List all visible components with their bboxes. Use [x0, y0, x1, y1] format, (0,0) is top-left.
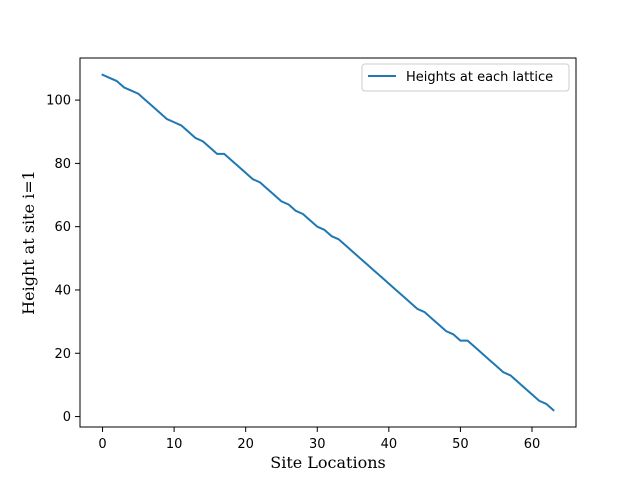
y-tick-label: 80	[54, 157, 71, 172]
x-axis-label: Site Locations	[270, 453, 386, 472]
y-tick-label: 40	[54, 283, 71, 298]
y-tick-label: 100	[46, 94, 71, 109]
y-tick-label: 60	[54, 220, 71, 235]
y-axis-label: Height at site i=1	[19, 170, 38, 315]
legend-label-heights: Heights at each lattice	[406, 70, 553, 85]
x-tick-label: 40	[381, 437, 398, 452]
x-tick-label: 10	[166, 437, 183, 452]
y-tick-label: 20	[54, 347, 71, 362]
legend-box	[361, 63, 570, 92]
x-tick-label: 60	[524, 437, 541, 452]
x-tick-label: 0	[98, 437, 106, 452]
legend: Heights at each lattice	[361, 63, 570, 92]
series-line	[101, 73, 555, 412]
y-axis-ticks: 0 20 40 60 80 100	[46, 94, 80, 425]
x-tick-label: 20	[237, 437, 254, 452]
x-tick-label: 30	[309, 437, 326, 452]
x-axis-ticks: 0 10 20 30 40 50 60	[98, 427, 540, 452]
axes-frame	[79, 57, 577, 428]
y-tick-label: 0	[63, 410, 71, 425]
x-tick-label: 50	[452, 437, 469, 452]
